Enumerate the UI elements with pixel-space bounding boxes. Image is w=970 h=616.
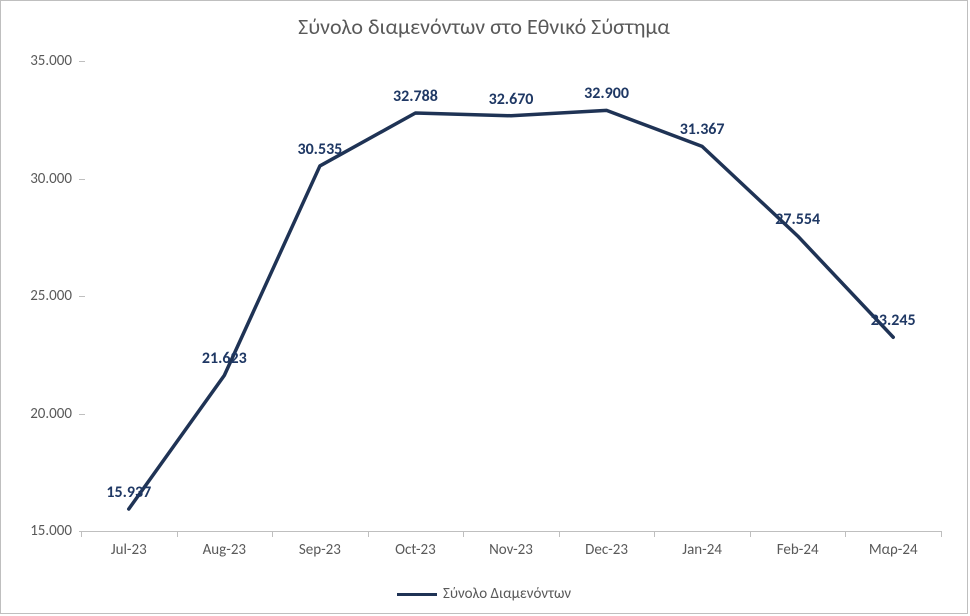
x-tick-label: Feb-24 <box>777 541 819 559</box>
legend: Σύνολο Διαμενόντων <box>1 585 967 603</box>
data-label: 31.367 <box>680 120 725 139</box>
x-tick-mark <box>81 531 82 537</box>
x-tick-label: Jul-23 <box>111 541 147 559</box>
y-tick-label: 20.000 <box>12 405 72 423</box>
x-tick-label: Sep-23 <box>299 541 341 559</box>
data-label: 27.554 <box>775 210 820 229</box>
line-series <box>1 1 969 615</box>
y-tick-mark <box>79 296 85 297</box>
x-tick-mark <box>845 531 846 537</box>
y-tick-mark <box>79 179 85 180</box>
x-tick-mark <box>941 531 942 537</box>
data-label: 30.535 <box>297 140 342 159</box>
y-tick-mark <box>79 531 85 532</box>
x-tick-mark <box>463 531 464 537</box>
x-tick-label: Μαρ-24 <box>869 541 918 559</box>
data-label: 15.937 <box>106 483 151 502</box>
y-tick-mark <box>79 414 85 415</box>
chart-container: Σύνολο διαμενόντων στο Εθνικό Σύστημα Σύ… <box>0 0 968 614</box>
y-tick-label: 15.000 <box>12 522 72 540</box>
x-tick-mark <box>750 531 751 537</box>
x-tick-mark <box>368 531 369 537</box>
x-tick-label: Aug-23 <box>203 541 246 559</box>
data-label: 32.670 <box>489 90 534 109</box>
x-tick-label: Oct-23 <box>395 541 436 559</box>
x-tick-label: Dec-23 <box>585 541 628 559</box>
data-label: 32.900 <box>584 84 629 103</box>
x-tick-mark <box>272 531 273 537</box>
data-label: 32.788 <box>393 87 438 106</box>
legend-line-swatch <box>397 593 437 596</box>
data-label: 21.623 <box>202 349 247 368</box>
legend-label: Σύνολο Διαμενόντων <box>443 585 571 603</box>
y-tick-label: 30.000 <box>12 170 72 188</box>
x-tick-mark <box>654 531 655 537</box>
x-tick-mark <box>177 531 178 537</box>
data-label: 23.245 <box>871 311 916 330</box>
y-tick-mark <box>79 61 85 62</box>
y-tick-label: 35.000 <box>12 52 72 70</box>
y-tick-label: 25.000 <box>12 287 72 305</box>
x-tick-label: Nov-23 <box>489 541 533 559</box>
x-tick-label: Jan-24 <box>682 541 722 559</box>
x-tick-mark <box>559 531 560 537</box>
